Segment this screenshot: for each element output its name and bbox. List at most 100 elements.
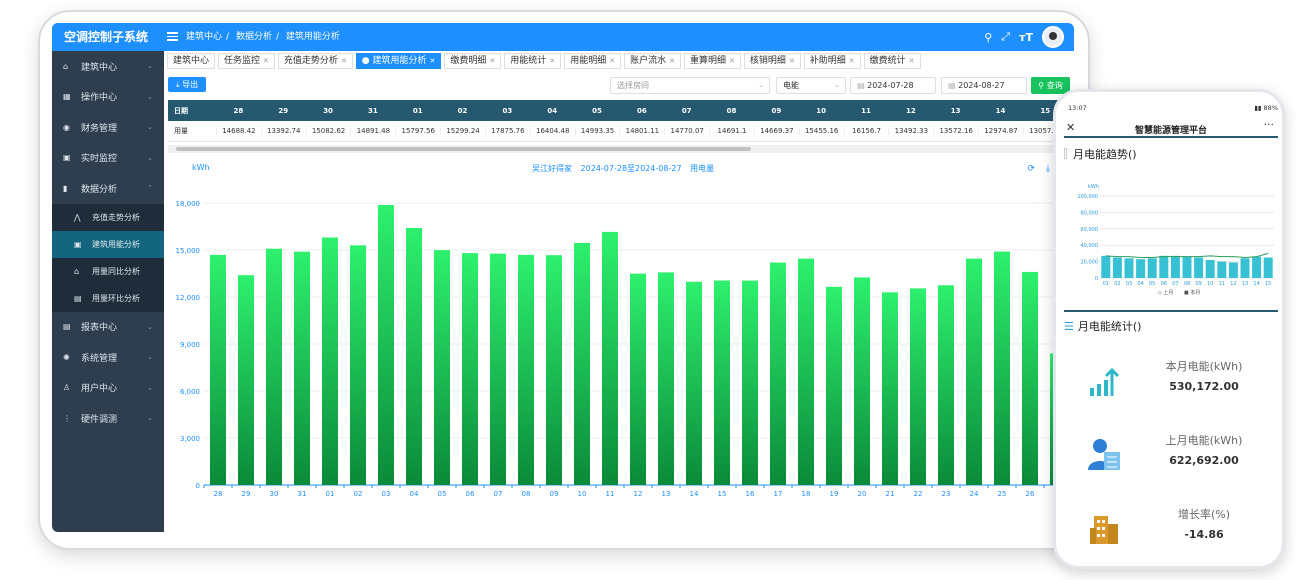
chart-bar[interactable]	[882, 292, 898, 485]
close-icon[interactable]: ✕	[669, 57, 675, 65]
sidebar-item[interactable]: ▮ 数据分析 ⌃	[52, 173, 164, 204]
avatar[interactable]	[1042, 26, 1064, 48]
mini-chart-bar[interactable]	[1182, 256, 1192, 278]
mini-chart-bar[interactable]	[1124, 258, 1134, 278]
tab[interactable]: 核销明细 ✕	[743, 53, 801, 69]
sidebar-item[interactable]: ◉ 财务管理 ⌄	[52, 112, 164, 143]
chart-bar[interactable]	[658, 272, 674, 485]
tab[interactable]: 重算明细 ✕	[683, 53, 741, 69]
date-to-input[interactable]: ▤ 2024-08-27	[941, 77, 1027, 94]
mini-chart-bar[interactable]	[1101, 255, 1111, 278]
chart-bar[interactable]	[294, 251, 310, 485]
sidebar-subitem[interactable]: ⌂ 用量同比分析	[52, 257, 164, 285]
chart-bar[interactable]	[266, 248, 282, 485]
tab[interactable]: 建筑中心	[167, 53, 216, 69]
refresh-icon[interactable]: ⟳	[1027, 164, 1035, 174]
mini-chart-bar[interactable]	[1228, 262, 1238, 278]
chart-bar[interactable]	[742, 280, 758, 485]
menu-toggle-icon[interactable]	[167, 32, 178, 41]
chart-bar[interactable]	[574, 242, 590, 485]
close-icon[interactable]: ✕	[848, 57, 855, 65]
sidebar-item[interactable]: ▦ 操作中心 ⌄	[52, 82, 164, 113]
energy-type-select[interactable]: 电能 ⌄	[776, 77, 846, 94]
chart-bar[interactable]	[490, 253, 506, 485]
sidebar-item[interactable]: ✺ 系统管理 ⌄	[52, 342, 164, 373]
chart-bar[interactable]	[1022, 271, 1038, 485]
close-icon[interactable]: ✕	[1066, 121, 1076, 134]
chart-bar[interactable]	[406, 227, 422, 485]
chart-bar[interactable]	[966, 258, 982, 485]
sidebar-item[interactable]: ▣ 实时监控 ⌄	[52, 143, 164, 174]
mini-chart-bar[interactable]	[1263, 257, 1273, 279]
mini-chart-bar[interactable]	[1136, 259, 1146, 278]
chart-bar[interactable]	[714, 280, 730, 485]
close-icon[interactable]: ✕	[728, 57, 735, 65]
chart-bar[interactable]	[686, 281, 702, 485]
sidebar-item[interactable]: ▤ 报表中心 ⌄	[52, 312, 164, 343]
chart-bar[interactable]	[826, 286, 842, 485]
date-from-input[interactable]: ▤ 2024-07-28	[850, 77, 936, 94]
tab[interactable]: 充值走势分析 ✕	[277, 53, 353, 69]
tab[interactable]: 用能明细 ✕	[564, 53, 622, 69]
chart-bar[interactable]	[210, 254, 226, 485]
chart-bar[interactable]	[602, 231, 618, 485]
breadcrumb-item[interactable]: 数据分析	[235, 32, 272, 42]
mini-chart-bar[interactable]	[1205, 259, 1215, 278]
tab[interactable]: 任务监控 ✕	[218, 53, 275, 69]
chart-bar[interactable]	[770, 262, 786, 485]
query-button[interactable]: ⚲ 查询	[1031, 77, 1070, 94]
font-size-icon[interactable]: тT	[1019, 30, 1033, 44]
close-icon[interactable]: ✕	[609, 57, 616, 65]
room-select[interactable]: 选择房间 ⌄	[610, 77, 770, 94]
close-icon[interactable]: ✕	[263, 57, 269, 65]
chart-bar[interactable]	[434, 250, 450, 485]
tab[interactable]: 补助明细 ✕	[803, 53, 861, 69]
tab[interactable]: 账户流水 ✕	[624, 53, 681, 69]
sidebar-item[interactable]: ⋮ 硬件调测 ⌄	[52, 403, 164, 434]
horizontal-scrollbar[interactable]	[168, 145, 1068, 153]
chart-bar[interactable]	[854, 277, 870, 485]
close-icon[interactable]: ✕	[489, 57, 496, 65]
chart-bar[interactable]	[378, 204, 394, 486]
sidebar-subitem[interactable]: ▣ 建筑用能分析	[52, 230, 164, 258]
chart-bar[interactable]	[938, 285, 954, 485]
tab[interactable]: 缴费统计 ✕	[863, 53, 921, 69]
chart-bar[interactable]	[798, 258, 814, 485]
mini-chart-bar[interactable]	[1147, 258, 1157, 278]
chart-bar[interactable]	[322, 237, 338, 485]
mini-chart-bar[interactable]	[1159, 255, 1169, 278]
sidebar-item[interactable]: ♙ 用户中心 ⌄	[52, 373, 164, 404]
chart-bar[interactable]	[518, 254, 534, 485]
tab[interactable]: ● 建筑用能分析 ✕	[355, 53, 442, 69]
mini-chart-bar[interactable]	[1252, 256, 1262, 278]
tab[interactable]: 用能统计 ✕	[504, 53, 562, 69]
sidebar-subitem[interactable]: ▤ 用量环比分析	[52, 284, 164, 312]
chart-bar[interactable]	[994, 251, 1010, 485]
scrollbar-thumb[interactable]	[176, 147, 751, 151]
more-icon[interactable]: ···	[1263, 118, 1275, 131]
tab[interactable]: 缴费明细 ✕	[444, 53, 502, 69]
export-button[interactable]: ⤓ 导出	[168, 77, 207, 92]
chart-bar[interactable]	[630, 273, 646, 485]
breadcrumb-item[interactable]: 建筑中心	[186, 32, 223, 42]
chart-bar[interactable]	[546, 255, 562, 485]
sidebar-item[interactable]: ⌂ 建筑中心 ⌄	[52, 51, 164, 82]
search-icon[interactable]: ⚲	[984, 30, 993, 44]
chart-bar[interactable]	[350, 245, 366, 485]
chart-bar[interactable]	[910, 288, 926, 485]
close-icon[interactable]: ✕	[429, 57, 436, 65]
close-icon[interactable]: ✕	[908, 57, 915, 65]
mini-chart-bar[interactable]	[1112, 257, 1122, 279]
mini-chart-bar[interactable]	[1170, 255, 1180, 278]
chart-bar[interactable]	[238, 275, 254, 485]
close-icon[interactable]: ✕	[340, 57, 347, 65]
mini-chart-bar[interactable]	[1194, 257, 1204, 279]
fullscreen-icon[interactable]: ⤢	[1001, 30, 1011, 43]
download-icon[interactable]: ⤓	[1045, 164, 1050, 174]
sidebar-subitem[interactable]: ⋀ 充值走势分析	[52, 203, 164, 231]
mini-chart-bar[interactable]	[1217, 261, 1227, 278]
mini-chart-bar[interactable]	[1240, 258, 1250, 278]
close-icon[interactable]: ✕	[549, 57, 556, 65]
close-icon[interactable]: ✕	[788, 57, 795, 65]
chart-bar[interactable]	[462, 253, 478, 485]
